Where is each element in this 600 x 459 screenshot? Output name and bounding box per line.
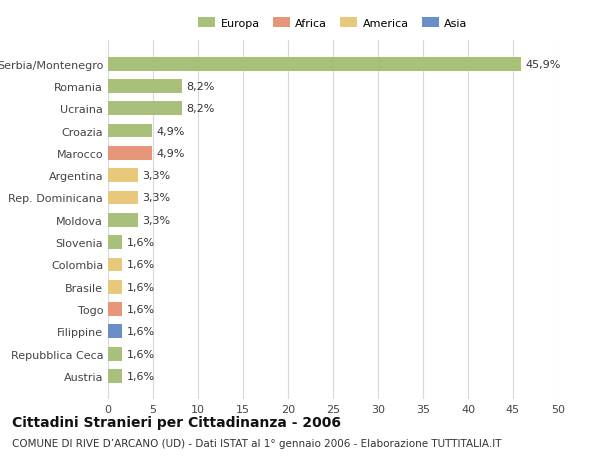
Text: 4,9%: 4,9% — [157, 149, 185, 158]
Bar — [108, 325, 122, 339]
Text: 1,6%: 1,6% — [127, 327, 155, 336]
Text: 4,9%: 4,9% — [157, 126, 185, 136]
Text: Cittadini Stranieri per Cittadinanza - 2006: Cittadini Stranieri per Cittadinanza - 2… — [12, 415, 341, 429]
Bar — [108, 169, 138, 183]
Bar — [108, 235, 122, 250]
Text: 3,3%: 3,3% — [142, 171, 170, 181]
Bar — [108, 80, 182, 94]
Bar — [108, 191, 138, 205]
Text: 3,3%: 3,3% — [142, 215, 170, 225]
Bar — [108, 146, 152, 161]
Bar — [108, 347, 122, 361]
Bar — [108, 369, 122, 383]
Text: 1,6%: 1,6% — [127, 304, 155, 314]
Text: 1,6%: 1,6% — [127, 282, 155, 292]
Bar — [108, 213, 138, 227]
Bar — [108, 102, 182, 116]
Bar — [108, 124, 152, 138]
Bar — [108, 302, 122, 316]
Text: 1,6%: 1,6% — [127, 349, 155, 359]
Text: 3,3%: 3,3% — [142, 193, 170, 203]
Text: 1,6%: 1,6% — [127, 371, 155, 381]
Text: 45,9%: 45,9% — [526, 60, 561, 69]
Text: 1,6%: 1,6% — [127, 238, 155, 247]
Legend: Europa, Africa, America, Asia: Europa, Africa, America, Asia — [198, 18, 468, 28]
Text: 1,6%: 1,6% — [127, 260, 155, 270]
Bar — [108, 280, 122, 294]
Bar — [108, 258, 122, 272]
Text: 8,2%: 8,2% — [187, 82, 215, 92]
Text: 8,2%: 8,2% — [187, 104, 215, 114]
Text: COMUNE DI RIVE D’ARCANO (UD) - Dati ISTAT al 1° gennaio 2006 - Elaborazione TUTT: COMUNE DI RIVE D’ARCANO (UD) - Dati ISTA… — [12, 438, 502, 448]
Bar — [108, 57, 521, 72]
